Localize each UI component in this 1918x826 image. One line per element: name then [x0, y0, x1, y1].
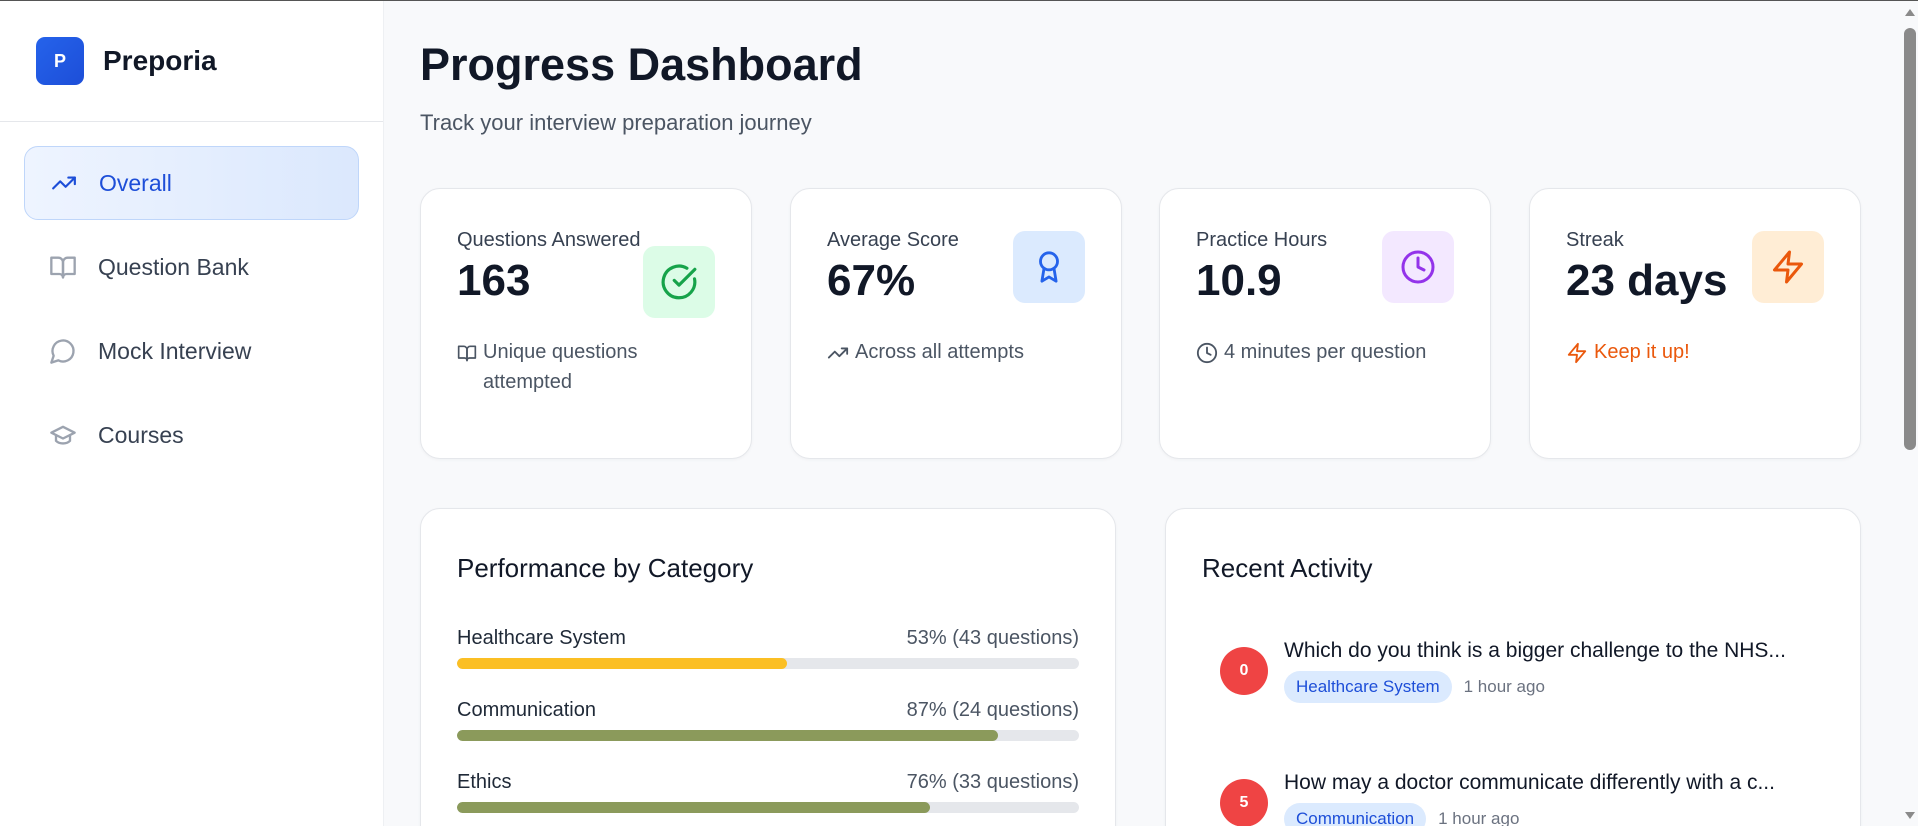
category-name: Communication [457, 699, 596, 721]
recent-activity-panel: Recent Activity 0 Which do you think is … [1165, 508, 1861, 826]
activity-item[interactable]: 5 How may a doctor communicate different… [1220, 771, 1824, 826]
progress-bar [457, 658, 1079, 669]
category-summary: 87% (24 questions) [906, 699, 1079, 721]
brand: P Preporia [0, 1, 383, 122]
stat-card-average-score: Average Score 67% Across all attempts [790, 188, 1122, 459]
progress-bar [457, 802, 1079, 813]
book-open-icon [457, 342, 477, 372]
stat-label: Practice Hours [1196, 229, 1328, 251]
stat-value: 23 days [1566, 256, 1728, 305]
category-row: Communication 87% (24 questions) [457, 699, 1079, 741]
stat-label: Streak [1566, 229, 1624, 251]
zap-icon [1752, 231, 1824, 303]
main-content: Progress Dashboard Track your interview … [384, 1, 1902, 826]
stat-footer: 4 minutes per question [1196, 337, 1454, 373]
category-row: Healthcare System 53% (43 questions) [457, 627, 1079, 669]
category-summary: 53% (43 questions) [906, 627, 1079, 649]
category-row: Ethics 76% (33 questions) [457, 771, 1079, 813]
sidebar-item-label: Courses [98, 421, 184, 448]
stat-card-streak: Streak 23 days Keep it up! [1529, 188, 1861, 459]
category-name: Healthcare System [457, 627, 626, 649]
stat-footer-text: Keep it up! [1594, 341, 1690, 363]
brand-name: Preporia [103, 45, 217, 76]
category-tag: Communication [1284, 803, 1427, 826]
book-open-icon [48, 252, 78, 282]
scroll-thumb[interactable] [1904, 28, 1916, 450]
sidebar: P Preporia Overall Question Bank Mock In… [0, 1, 384, 826]
stat-footer-text: Unique questions attempted [483, 341, 638, 393]
graduation-cap-icon [48, 420, 78, 450]
category-name: Ethics [457, 771, 512, 793]
page-title: Progress Dashboard [420, 39, 863, 90]
sidebar-item-label: Mock Interview [98, 337, 252, 364]
stat-footer: Keep it up! [1566, 337, 1824, 373]
check-circle-icon [643, 246, 715, 318]
progress-fill [457, 802, 930, 813]
category-tag: Healthcare System [1284, 671, 1452, 703]
score-badge: 5 [1220, 779, 1268, 826]
score-badge: 0 [1220, 647, 1268, 695]
progress-bar [457, 730, 1079, 741]
sidebar-item-question-bank[interactable]: Question Bank [24, 230, 359, 304]
sidebar-item-mock-interview[interactable]: Mock Interview [24, 314, 359, 388]
zap-icon [1566, 342, 1588, 373]
stat-label: Average Score [827, 229, 959, 251]
clock-icon [1196, 342, 1218, 373]
scroll-up-arrow-icon[interactable] [1905, 9, 1915, 16]
stat-card-questions-answered: Questions Answered 163 Unique questions … [420, 188, 752, 459]
stat-footer: Unique questions attempted [457, 337, 715, 397]
activity-question[interactable]: How may a doctor communicate differently… [1284, 771, 1775, 794]
stat-value: 163 [457, 256, 531, 305]
activity-item[interactable]: 0 Which do you think is a bigger challen… [1220, 639, 1824, 703]
logo[interactable]: P [36, 37, 84, 85]
scroll-down-arrow-icon[interactable] [1905, 812, 1915, 819]
panel-title: Performance by Category [457, 553, 754, 583]
message-circle-icon [48, 336, 78, 366]
stat-value: 10.9 [1196, 256, 1282, 305]
stat-value: 67% [827, 256, 916, 305]
activity-time: 1 hour ago [1438, 809, 1520, 826]
category-summary: 76% (33 questions) [906, 771, 1079, 793]
sidebar-item-courses[interactable]: Courses [24, 398, 359, 472]
stat-label: Questions Answered [457, 229, 641, 251]
stat-footer: Across all attempts [827, 337, 1085, 373]
sidebar-nav: Overall Question Bank Mock Interview Cou… [0, 122, 383, 506]
stat-footer-text: Across all attempts [855, 341, 1024, 363]
sidebar-item-overall[interactable]: Overall [24, 146, 359, 220]
sidebar-item-label: Question Bank [98, 253, 249, 280]
stat-card-practice-hours: Practice Hours 10.9 4 minutes per questi… [1159, 188, 1491, 459]
trending-up-icon [49, 168, 79, 198]
sidebar-item-label: Overall [99, 169, 172, 196]
stat-footer-text: 4 minutes per question [1224, 341, 1427, 363]
progress-fill [457, 658, 787, 669]
activity-question[interactable]: Which do you think is a bigger challenge… [1284, 639, 1786, 662]
scrollbar[interactable] [1902, 1, 1918, 826]
page-subtitle: Track your interview preparation journey [420, 110, 812, 135]
performance-panel: Performance by Category Healthcare Syste… [420, 508, 1116, 826]
activity-time: 1 hour ago [1463, 677, 1545, 696]
clock-icon [1382, 231, 1454, 303]
award-icon [1013, 231, 1085, 303]
panel-title: Recent Activity [1202, 553, 1373, 583]
progress-fill [457, 730, 999, 741]
trending-up-icon [827, 342, 849, 373]
